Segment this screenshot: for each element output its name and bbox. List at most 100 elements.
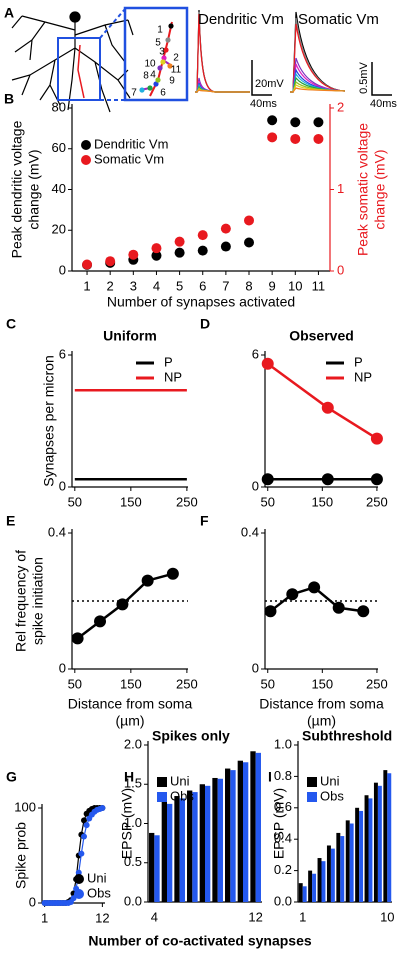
chart-title: Observed (289, 328, 354, 344)
point (220, 241, 231, 252)
x-tick-label: 3 (130, 278, 137, 293)
x-tick-label: 50 (68, 676, 82, 691)
point (83, 822, 90, 829)
y-tick-label: 1.5 (124, 776, 142, 791)
point (174, 236, 185, 247)
legend-label: P (354, 354, 363, 369)
legend-label: Dendritic Vm (94, 136, 168, 151)
synapse-label: 1 (157, 25, 163, 36)
bar (205, 785, 211, 902)
bar (326, 845, 331, 902)
bar (154, 835, 160, 902)
legend-swatch (157, 792, 167, 802)
legend-label: P (164, 354, 173, 369)
point (267, 115, 278, 126)
y-tick-label: 0 (252, 660, 259, 675)
y-tick-label: 2.0 (124, 736, 142, 751)
chart-title: Spikes only (152, 728, 230, 744)
y-axis-label: change (mV) (26, 149, 42, 229)
synapse-label: 10 (144, 59, 156, 70)
somatic-trace (290, 87, 346, 93)
legend-swatch (74, 889, 84, 899)
y-axis-label: Spike prob (13, 822, 29, 889)
point (220, 223, 231, 234)
y-tick-label: 0 (252, 478, 259, 493)
synapse-label: 9 (169, 76, 175, 87)
panel-letter: D (200, 316, 210, 332)
synapse (161, 55, 167, 61)
scale-bar (251, 60, 272, 96)
y-tick-label: 0.4 (48, 524, 66, 539)
synapse (147, 85, 153, 91)
bar (317, 858, 322, 902)
y-tick-label: 0 (59, 262, 66, 277)
dendritic-trace (195, 89, 250, 93)
bar (383, 770, 388, 902)
synapse (155, 77, 161, 83)
y-tick-label: 0.8 (274, 768, 292, 783)
x-tick-label: 7 (222, 278, 229, 293)
somatic-trace (290, 23, 346, 93)
legend-swatch (307, 777, 317, 787)
legend-label: NP (164, 369, 182, 384)
x-tick-label: 5 (176, 278, 183, 293)
legend-label: Obs (170, 788, 194, 803)
bar (359, 810, 364, 902)
bar (243, 762, 249, 902)
synapse (157, 65, 163, 71)
legend-label: Uni (87, 870, 107, 885)
synapse (168, 23, 174, 29)
synapse-label: 5 (155, 38, 161, 49)
point (321, 401, 334, 414)
bar (349, 823, 354, 902)
bar (312, 873, 317, 902)
scale-label: 40ms (370, 98, 397, 110)
scale-label: 20mV (255, 78, 284, 90)
y-tick-label: 0.0 (274, 893, 292, 908)
bar (336, 832, 341, 902)
panel-letter: G (6, 769, 17, 785)
panel-letter: I (268, 769, 272, 785)
y-tick-label: 6 (59, 346, 66, 361)
y-tick-label: 80 (52, 99, 66, 114)
bar (298, 883, 303, 902)
synapse (139, 87, 145, 93)
y2-axis-label: Peak somatic voltage (355, 123, 371, 256)
panel-letter: F (200, 513, 209, 529)
bar (377, 785, 382, 902)
chart-title: Subthreshold (302, 728, 392, 744)
x-tick-label: 10 (288, 278, 302, 293)
point (75, 869, 82, 876)
x-tick-label: 4 (153, 278, 160, 293)
bar (330, 848, 335, 902)
y-axis-label: Rel frequency of (13, 550, 29, 652)
point (286, 588, 299, 601)
bar (230, 770, 236, 902)
bar (179, 798, 185, 902)
bar (199, 784, 205, 902)
inset-box (123, 6, 189, 102)
target-dendrite (77, 44, 85, 99)
panel-letter: B (4, 91, 14, 107)
zoom-lines (99, 8, 126, 101)
bar (255, 752, 261, 902)
y2-tick-label: 2 (337, 99, 344, 114)
point (151, 243, 162, 254)
synapse-label: 3 (159, 47, 165, 58)
x-axis-label: Distance from soma (259, 696, 384, 712)
point (313, 117, 324, 128)
point (197, 245, 208, 256)
point (332, 601, 345, 614)
point (308, 581, 321, 594)
panel-letter: H (124, 769, 134, 785)
x-tick-label: 150 (120, 494, 142, 509)
point (105, 256, 116, 267)
bar (345, 820, 350, 902)
x-axis-label: (µm) (307, 713, 336, 729)
x-tick-label: 250 (176, 676, 198, 691)
bar (217, 778, 223, 902)
x-tick-label: 4 (151, 909, 158, 924)
y-tick-label: 1.0 (124, 815, 142, 830)
